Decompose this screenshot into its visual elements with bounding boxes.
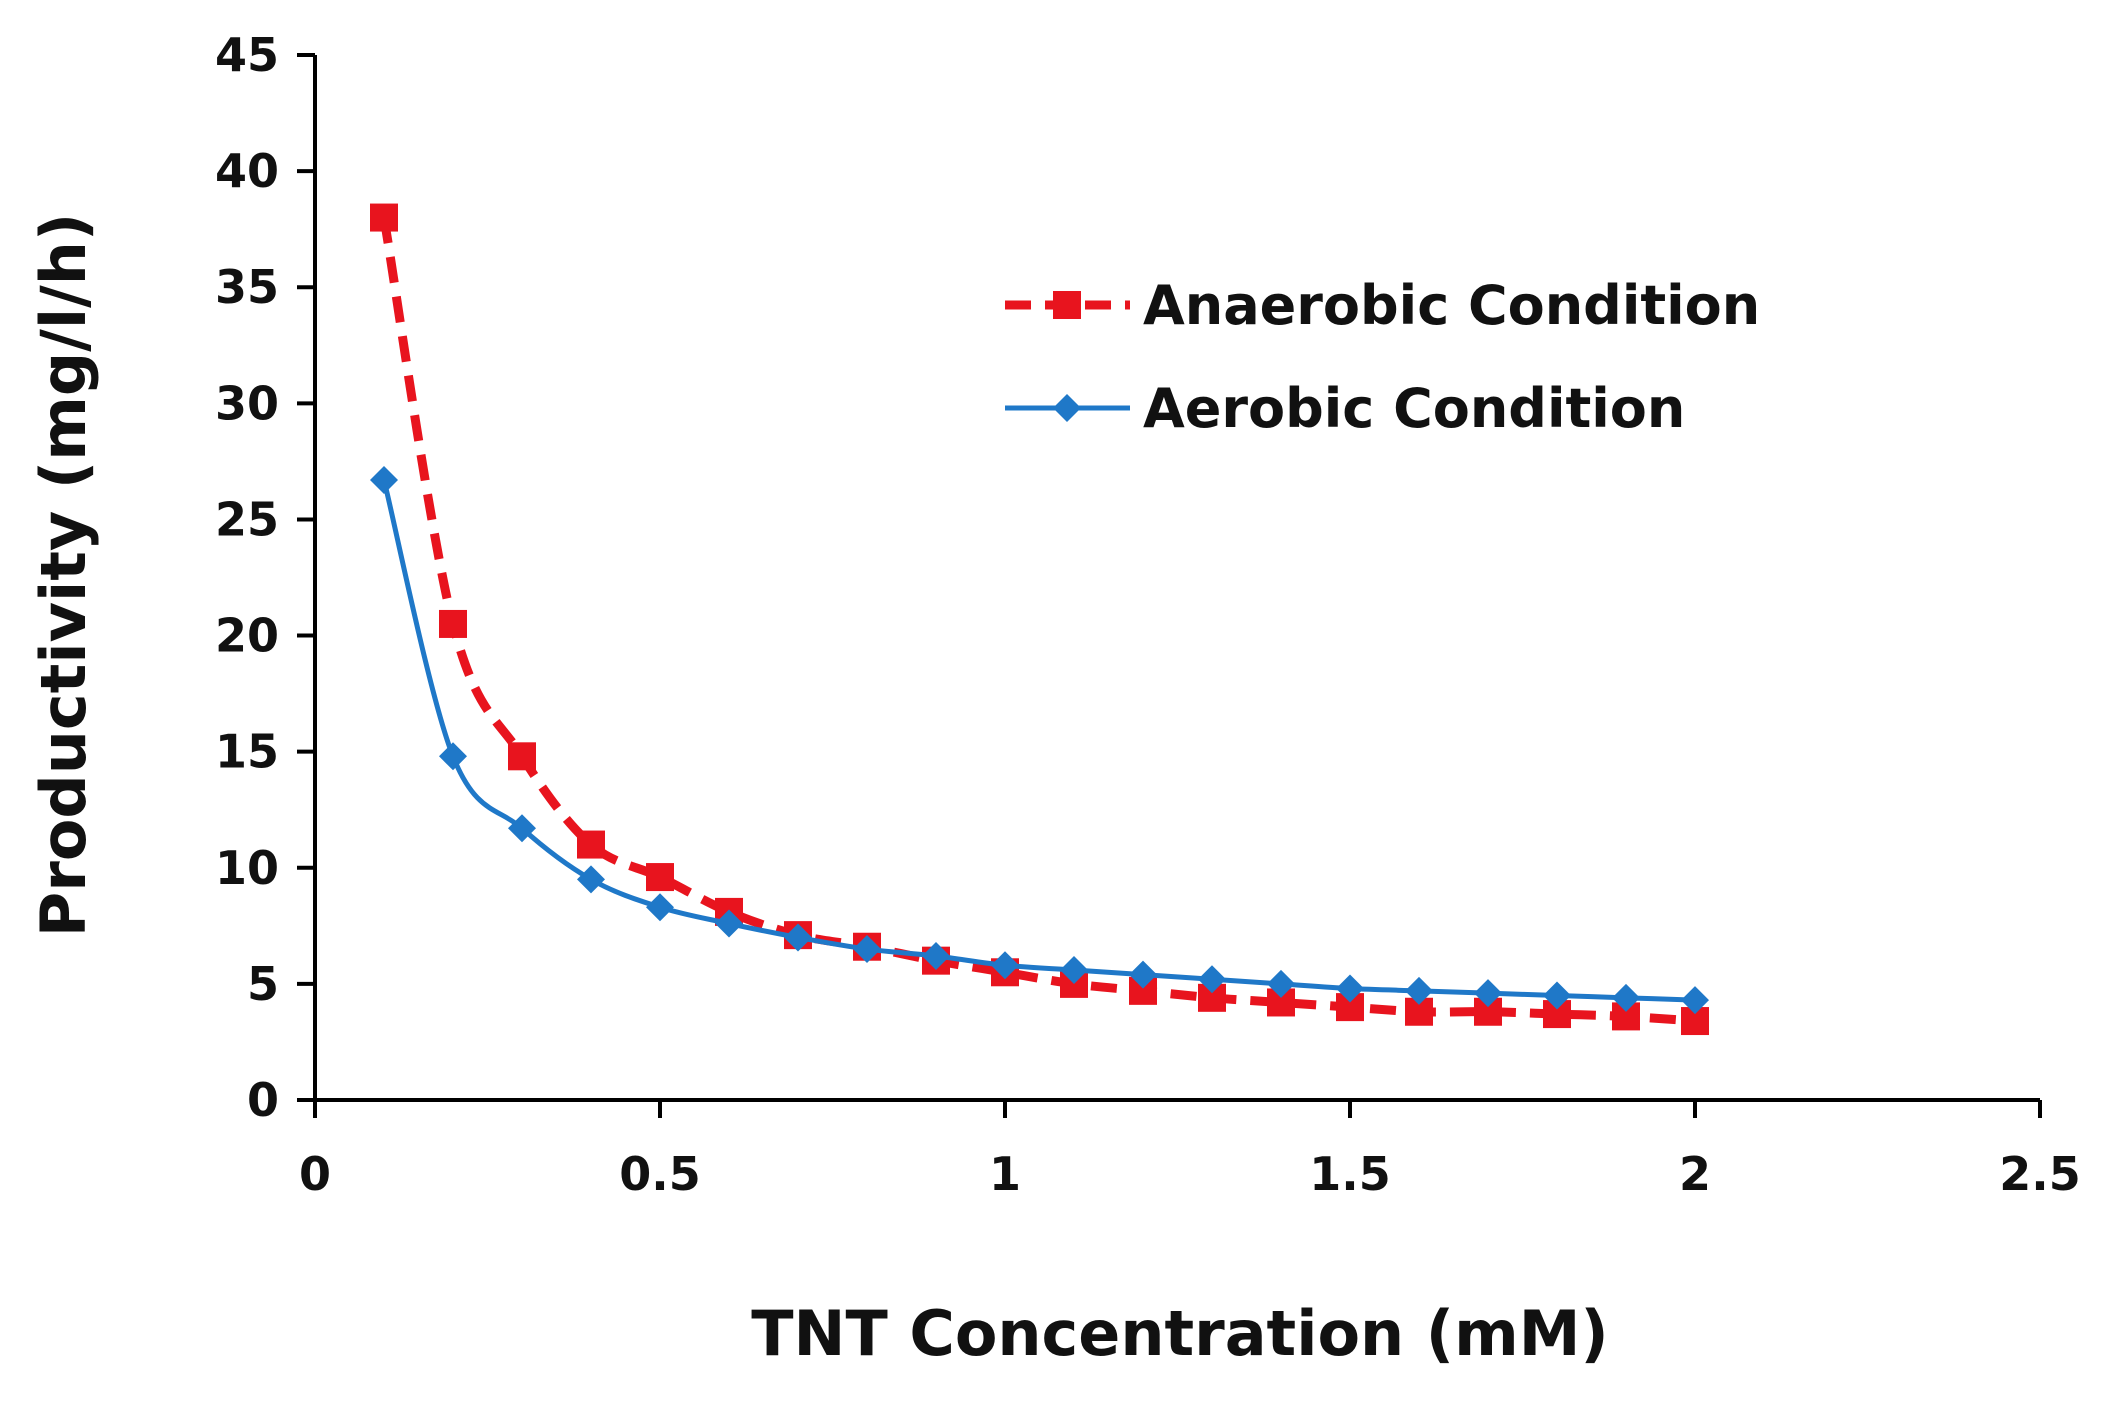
legend: Anaerobic Condition Aerobic Condition: [1005, 274, 1760, 440]
series-aerobic-condition: [370, 465, 1709, 1015]
y-tick-label: 40: [215, 144, 279, 198]
data-point-aerobic-condition: [1474, 979, 1502, 1008]
legend-label: Aerobic Condition: [1143, 377, 1685, 440]
data-point-aerobic-condition: [1336, 974, 1364, 1003]
data-point-aerobic-condition: [646, 893, 674, 922]
y-tick-label: 10: [215, 841, 279, 895]
y-tick-label: 15: [215, 725, 279, 779]
data-point-aerobic-condition: [1060, 955, 1088, 984]
data-point-aerobic-condition: [1681, 986, 1709, 1015]
data-point-anaerobic-condition: [577, 830, 605, 859]
legend-item-aerobic-condition: Aerobic Condition: [1005, 377, 1685, 440]
x-tick-label: 0.5: [619, 1147, 701, 1201]
axes: 0 5 10 15 20 25 30 35 40 45 0 0.5 1 1.5 2 2.5: [215, 28, 2081, 1201]
data-point-aerobic-condition: [439, 742, 467, 771]
data-point-aerobic-condition: [784, 923, 812, 952]
data-point-aerobic-condition: [577, 865, 605, 894]
data-point-aerobic-condition: [1405, 976, 1433, 1005]
y-tick-label: 5: [247, 957, 279, 1011]
x-tick-label: 0: [299, 1147, 331, 1201]
y-tick-label: 25: [215, 492, 279, 546]
x-tick-label: 1.5: [1309, 1147, 1391, 1201]
data-point-aerobic-condition: [1612, 983, 1640, 1012]
data-point-anaerobic-condition: [370, 203, 398, 232]
data-point-aerobic-condition: [922, 942, 950, 971]
data-point-aerobic-condition: [1198, 965, 1226, 994]
data-point-anaerobic-condition: [508, 742, 536, 771]
x-tick-label: 2.5: [1999, 1147, 2081, 1201]
x-axis-title: TNT Concentration (mM): [751, 1297, 1608, 1370]
y-axis-title: Productivity (mg/l/h): [27, 213, 100, 937]
data-point-anaerobic-condition: [646, 863, 674, 892]
x-tick-label: 2: [1679, 1147, 1711, 1201]
legend-label: Anaerobic Condition: [1143, 274, 1760, 337]
data-point-aerobic-condition: [1129, 960, 1157, 989]
x-tick-label: 1: [989, 1147, 1021, 1201]
data-point-aerobic-condition: [1543, 981, 1571, 1010]
y-tick-label: 0: [247, 1073, 279, 1127]
legend-item-anaerobic-condition: Anaerobic Condition: [1005, 274, 1760, 337]
series-line-aerobic-condition: [381, 479, 1696, 1003]
data-point-aerobic-condition: [715, 909, 743, 938]
data-point-aerobic-condition: [1267, 969, 1295, 998]
series-line-anaerobic-condition: [379, 216, 1696, 1026]
series-group: [370, 203, 1709, 1036]
data-point-aerobic-condition: [508, 814, 536, 843]
y-tick-label: 35: [215, 260, 279, 314]
data-point-aerobic-condition: [853, 935, 881, 964]
legend-marker: [1053, 291, 1081, 319]
data-point-anaerobic-condition: [439, 609, 467, 638]
y-tick-label: 20: [215, 609, 279, 663]
y-tick-label: 45: [215, 28, 279, 82]
y-tick-label: 30: [215, 376, 279, 430]
legend-marker: [1053, 394, 1081, 422]
data-point-aerobic-condition: [370, 465, 398, 494]
data-point-aerobic-condition: [991, 951, 1019, 980]
